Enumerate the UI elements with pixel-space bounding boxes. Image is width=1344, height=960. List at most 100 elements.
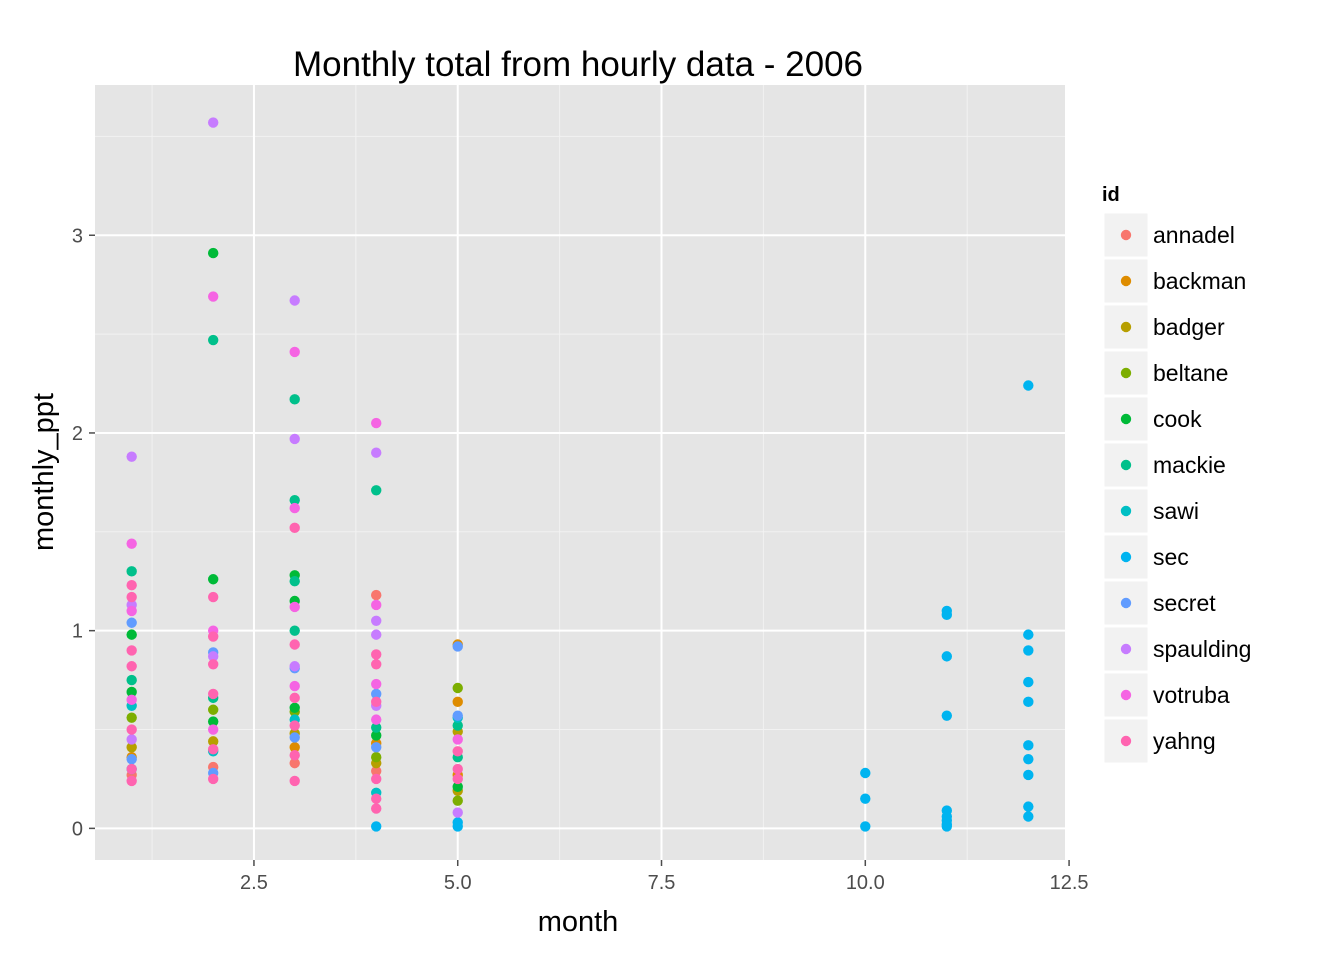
- legend: id annadel backman badger beltane cook mackie…: [1102, 184, 1251, 764]
- point-beltane: [371, 751, 382, 763]
- point-cook: [207, 247, 219, 259]
- legend-swatch-spaulding: [1120, 643, 1132, 655]
- point-sec: [1023, 811, 1034, 822]
- point-sec: [941, 821, 953, 832]
- point-sec: [371, 821, 382, 832]
- point-beltane: [452, 682, 463, 694]
- y-tick-label: 2: [72, 423, 83, 445]
- point-votruba: [126, 538, 137, 549]
- point-cook: [371, 730, 382, 741]
- point-badger: [126, 742, 137, 753]
- point-yahng: [289, 720, 300, 731]
- point-yahng: [207, 688, 219, 700]
- point-votruba: [371, 417, 382, 429]
- legend-swatch-yahng: [1120, 735, 1132, 747]
- point-yahng: [126, 591, 137, 603]
- point-sec: [452, 817, 463, 828]
- point-yahng: [207, 744, 219, 755]
- point-cook: [126, 686, 137, 698]
- legend-swatch-secret: [1120, 597, 1132, 609]
- point-secret: [452, 710, 463, 721]
- point-yahng: [207, 631, 219, 642]
- legend-label-sec: sec: [1153, 544, 1189, 570]
- point-spaulding: [371, 615, 382, 626]
- point-mackie: [126, 566, 137, 577]
- point-spaulding: [207, 651, 219, 662]
- point-cook: [289, 702, 300, 713]
- point-annadel: [371, 589, 382, 601]
- point-yahng: [289, 775, 300, 787]
- legend-label-backman: backman: [1153, 268, 1246, 294]
- legend-label-beltane: beltane: [1153, 360, 1228, 386]
- point-yahng: [371, 659, 382, 670]
- point-yahng: [207, 659, 219, 670]
- legend-label-cook: cook: [1153, 406, 1202, 432]
- point-yahng: [452, 746, 463, 757]
- point-badger: [207, 736, 219, 747]
- y-tick-label: 1: [72, 621, 83, 643]
- legend-key: [1103, 350, 1149, 396]
- plot-panel: [95, 85, 1065, 860]
- x-axis: 2.5 5.0 7.5 10.0 12.5: [240, 860, 1089, 894]
- legend-swatch-votruba: [1120, 689, 1132, 701]
- point-yahng: [126, 661, 137, 672]
- legend-label-annadel: annadel: [1153, 222, 1235, 248]
- point-mackie: [126, 674, 137, 686]
- point-spaulding: [289, 433, 300, 445]
- legend-swatch-beltane: [1120, 367, 1132, 379]
- legend-swatch-sawi: [1120, 505, 1132, 517]
- y-axis: 0 1 2 3: [72, 225, 95, 840]
- chart-title: Monthly total from hourly data - 2006: [293, 45, 863, 84]
- point-yahng: [371, 696, 382, 708]
- point-yahng: [371, 773, 382, 785]
- point-secret: [371, 688, 382, 700]
- y-axis-title: monthly_ppt: [28, 393, 60, 551]
- point-secret: [371, 742, 382, 753]
- point-cook: [452, 781, 463, 793]
- point-votruba: [289, 601, 300, 613]
- point-backman: [289, 742, 300, 753]
- point-mackie: [371, 485, 382, 496]
- legend-swatch-cook: [1120, 413, 1132, 425]
- point-votruba: [207, 291, 219, 302]
- point-spaulding: [452, 807, 463, 818]
- point-mackie: [289, 625, 300, 636]
- x-tick-label: 2.5: [240, 872, 268, 894]
- point-mackie: [289, 494, 300, 506]
- legend-swatch-badger: [1120, 321, 1132, 333]
- legend-title: id: [1102, 184, 1120, 206]
- point-cook: [207, 574, 219, 585]
- point-mackie: [452, 720, 463, 731]
- point-sec: [1023, 801, 1034, 812]
- point-yahng: [452, 773, 463, 785]
- point-sec: [860, 793, 871, 804]
- legend-label-secret: secret: [1153, 590, 1216, 616]
- point-sec: [1023, 645, 1034, 656]
- point-yahng: [289, 750, 300, 761]
- point-yahng: [126, 763, 137, 775]
- point-cook: [207, 716, 219, 727]
- point-votruba: [126, 694, 137, 706]
- point-mackie: [371, 722, 382, 733]
- point-spaulding: [371, 629, 382, 640]
- point-secret: [126, 617, 137, 628]
- point-votruba: [371, 599, 382, 611]
- legend-swatch-annadel: [1120, 229, 1132, 241]
- point-yahng: [452, 763, 463, 775]
- point-sec: [1023, 629, 1034, 640]
- point-spaulding: [371, 447, 382, 458]
- legend-swatch-backman: [1120, 275, 1132, 287]
- point-yahng: [126, 775, 137, 787]
- point-mackie: [207, 334, 219, 346]
- point-yahng: [289, 522, 300, 534]
- point-sec: [860, 821, 871, 832]
- point-spaulding: [126, 734, 137, 745]
- point-yahng: [207, 591, 219, 603]
- x-tick-label: 7.5: [648, 872, 676, 894]
- legend-label-yahng: yahng: [1153, 728, 1216, 754]
- point-secret: [452, 641, 463, 652]
- point-votruba: [371, 714, 382, 725]
- point-yahng: [371, 793, 382, 804]
- point-yahng: [126, 579, 137, 591]
